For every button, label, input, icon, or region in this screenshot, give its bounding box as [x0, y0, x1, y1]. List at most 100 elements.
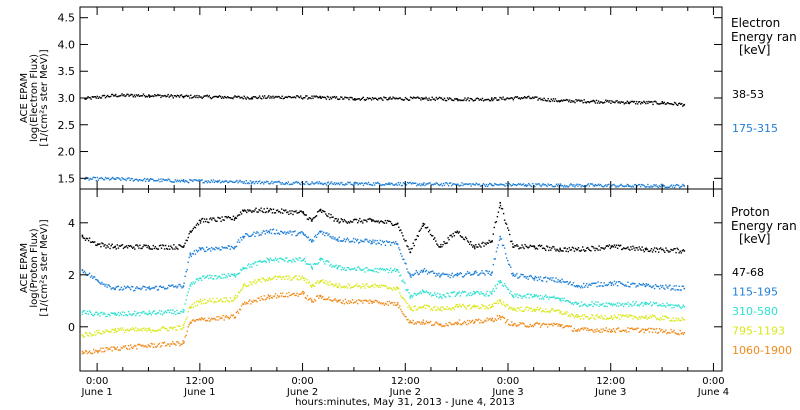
- data-point: [636, 185, 639, 187]
- data-point: [476, 271, 478, 274]
- data-point: [370, 184, 373, 186]
- data-point: [434, 272, 436, 274]
- data-point: [192, 306, 194, 308]
- data-point: [370, 99, 373, 101]
- data-point: [84, 312, 87, 314]
- data-point: [407, 306, 409, 308]
- data-point: [642, 184, 644, 186]
- data-point: [394, 183, 396, 186]
- data-point: [408, 181, 411, 184]
- data-point: [539, 97, 541, 99]
- data-point: [402, 312, 404, 315]
- data-point: [326, 260, 328, 262]
- data-point: [343, 267, 345, 269]
- data-point: [372, 182, 375, 184]
- data-point: [378, 222, 380, 224]
- data-point: [416, 321, 418, 323]
- data-point: [653, 328, 656, 330]
- data-point: [669, 250, 671, 253]
- data-point: [459, 235, 462, 237]
- data-point: [286, 292, 288, 295]
- data-point: [482, 305, 484, 307]
- data-point: [386, 98, 388, 101]
- data-point: [637, 101, 640, 103]
- data-point: [523, 247, 525, 250]
- data-point: [634, 103, 637, 105]
- data-point: [150, 178, 152, 180]
- data-point: [465, 99, 467, 102]
- data-point: [661, 305, 663, 307]
- data-point: [185, 334, 187, 337]
- data-point: [209, 181, 211, 184]
- data-point: [465, 295, 468, 297]
- data-point: [335, 96, 338, 98]
- data-point: [316, 233, 319, 236]
- data-point: [388, 300, 391, 303]
- data-point: [300, 210, 302, 212]
- data-point: [518, 276, 520, 279]
- data-point: [318, 210, 320, 212]
- data-point: [106, 346, 108, 349]
- data-point: [682, 318, 684, 320]
- data-point: [219, 318, 221, 320]
- data-point: [225, 96, 227, 99]
- data-point: [180, 94, 183, 96]
- data-point: [270, 182, 272, 184]
- data-point: [112, 329, 114, 331]
- data-point: [463, 290, 466, 293]
- data-point: [543, 97, 545, 99]
- data-point: [231, 273, 234, 275]
- data-point: [539, 184, 541, 186]
- data-point: [669, 320, 671, 322]
- data-point: [186, 330, 188, 332]
- data-point: [633, 315, 635, 318]
- data-point: [309, 297, 312, 300]
- data-point: [108, 243, 110, 245]
- data-point: [405, 184, 408, 186]
- data-point: [603, 102, 605, 104]
- data-point: [591, 282, 593, 285]
- data-point: [572, 330, 575, 332]
- data-point: [313, 263, 316, 265]
- data-point: [438, 323, 440, 326]
- data-point: [391, 241, 394, 244]
- data-point: [596, 248, 598, 250]
- data-point: [682, 249, 684, 251]
- data-point: [615, 328, 618, 330]
- data-point: [157, 179, 159, 182]
- data-point: [162, 342, 165, 344]
- data-point: [238, 95, 240, 98]
- data-point: [199, 248, 202, 251]
- data-point: [82, 271, 85, 274]
- data-point: [613, 101, 615, 103]
- data-point: [577, 247, 580, 249]
- data-point: [349, 287, 352, 289]
- data-point: [453, 183, 455, 185]
- data-point: [156, 94, 158, 97]
- data-point: [494, 285, 496, 287]
- data-point: [95, 244, 97, 246]
- data-point: [417, 235, 419, 237]
- data-point: [511, 184, 513, 186]
- data-point: [227, 300, 229, 303]
- data-point: [304, 234, 306, 236]
- data-point: [222, 301, 224, 303]
- data-point: [493, 184, 495, 187]
- data-point: [664, 288, 666, 290]
- data-point: [504, 99, 506, 101]
- data-point: [190, 306, 192, 309]
- data-point: [263, 295, 265, 297]
- data-point: [494, 221, 496, 224]
- data-point: [291, 293, 293, 295]
- data-point: [456, 183, 459, 186]
- data-point: [89, 352, 92, 354]
- data-point: [471, 98, 473, 101]
- data-point: [427, 292, 430, 294]
- data-point: [393, 241, 395, 243]
- data-point: [202, 221, 205, 223]
- data-point: [600, 247, 602, 249]
- data-point: [171, 326, 173, 328]
- data-point: [242, 98, 244, 100]
- data-point: [620, 304, 622, 306]
- data-point: [94, 276, 96, 278]
